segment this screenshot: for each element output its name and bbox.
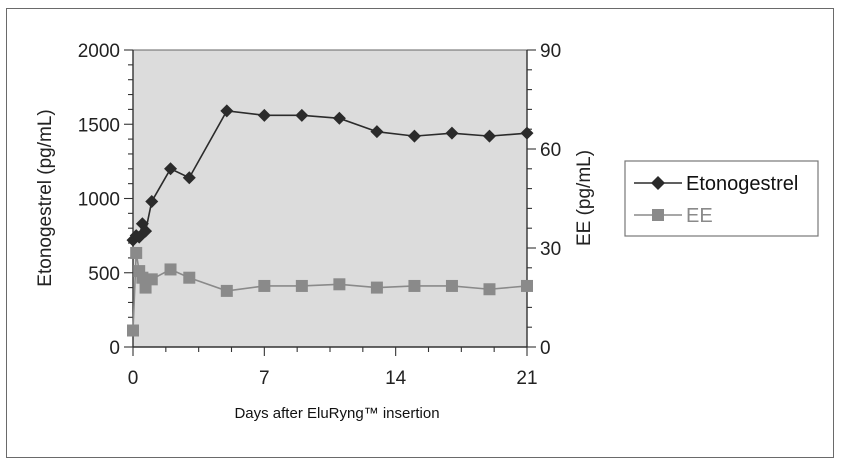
data-point-ee [258,279,271,292]
data-point-etonogestrel [182,171,196,185]
data-point-ee [408,279,421,292]
legend-box [624,160,819,237]
data-point-etonogestrel [520,126,534,140]
y-right-tick-label: 90 [540,41,561,62]
x-tick-label: 21 [516,368,537,389]
y-left-tick-label: 1500 [78,115,120,136]
legend-label-etonogestrel: Etonogestrel [686,173,798,195]
x-tick-label: 7 [259,368,270,389]
data-point-ee [333,278,346,291]
data-point-etonogestrel [139,224,153,238]
data-point-etonogestrel [370,125,384,139]
data-point-ee [220,284,233,297]
data-point-ee [370,281,383,294]
data-point-etonogestrel [220,104,234,118]
data-point-ee [164,263,177,276]
data-point-ee [183,271,196,284]
data-point-etonogestrel [482,129,496,143]
legend: Etonogestrel EE [624,160,819,237]
legend-marker-ee [652,209,664,221]
data-point-etonogestrel [295,108,309,122]
data-point-etonogestrel [257,108,271,122]
axis-ticks: 0 500 1000 1500 2000 0 30 60 90 0 7 14 21 [78,41,561,389]
data-point-etonogestrel [145,194,159,208]
data-point-etonogestrel [332,111,346,125]
series-layer [126,104,534,337]
y-axis-left-title: Etonogestrel (pg/mL) [35,109,56,286]
data-point-ee [295,279,308,292]
x-axis-title: Days after EluRyng™ insertion [234,405,439,422]
y-right-tick-label: 0 [540,338,551,359]
data-point-ee [136,271,149,284]
x-tick-label: 14 [385,368,407,389]
data-point-ee [130,246,143,259]
y-left-tick-label: 500 [88,264,120,285]
y-left-tick-label: 2000 [78,41,120,62]
data-point-ee [445,279,458,292]
data-point-ee [483,283,496,296]
legend-marker-etonogestrel [651,176,665,190]
data-point-etonogestrel [407,129,421,143]
data-point-ee [127,324,139,337]
data-point-ee [145,273,158,286]
y-left-tick-label: 1000 [78,190,120,211]
plot-area [132,49,528,348]
data-point-etonogestrel [164,162,178,176]
y-left-tick-label: 0 [109,338,120,359]
y-axis-right-title: EE (pg/mL) [574,150,595,246]
x-tick-label: 0 [128,368,139,389]
legend-label-ee: EE [686,205,713,227]
data-point-etonogestrel [445,126,459,140]
y-right-tick-label: 30 [540,239,561,260]
data-point-ee [521,279,533,292]
y-right-tick-label: 60 [540,140,561,161]
